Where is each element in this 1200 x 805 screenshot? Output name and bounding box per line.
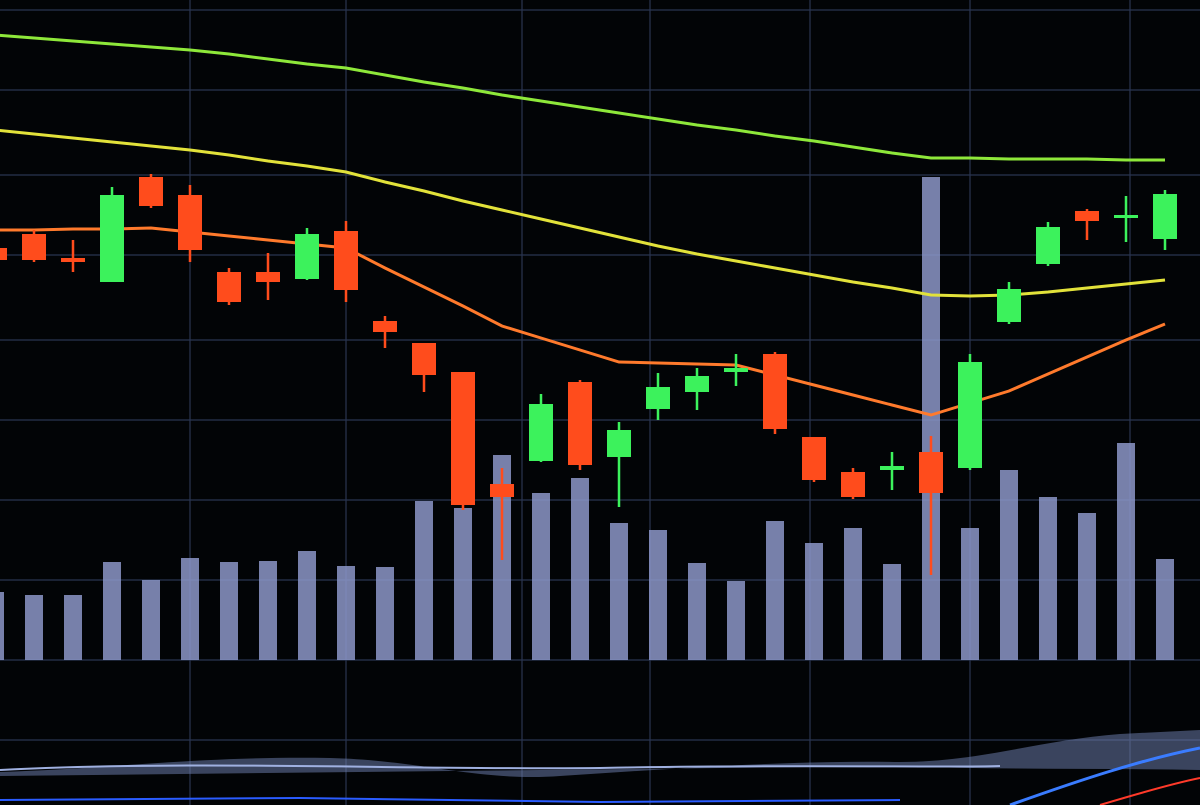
signal-line-2 (1099, 777, 1200, 805)
candle-body (0, 248, 7, 260)
candle-layer (0, 174, 1177, 575)
candle-body (568, 382, 592, 465)
candle-body (997, 289, 1021, 322)
candle-body (373, 321, 397, 332)
candle-body (22, 234, 46, 260)
candle-body (178, 195, 202, 250)
candle-body (139, 177, 163, 206)
volume-bar (25, 595, 43, 660)
volume-bar (961, 528, 979, 660)
volume-bar (298, 551, 316, 660)
signal-line (1009, 746, 1200, 805)
volume-bar (337, 566, 355, 660)
volume-bar (844, 528, 862, 660)
volume-bar (259, 561, 277, 660)
candle-body (1036, 227, 1060, 264)
moving-average (0, 129, 1166, 298)
candle-body (724, 368, 748, 372)
candle-body (607, 430, 631, 457)
volume-bar (883, 564, 901, 660)
candle-body (490, 484, 514, 497)
volume-bar (1117, 443, 1135, 660)
volume-bar (220, 562, 238, 660)
volume-bar (1078, 513, 1096, 660)
candle-body (802, 437, 826, 480)
volume-bar (727, 581, 745, 660)
volume-bar (649, 530, 667, 660)
volume-bar (766, 521, 784, 660)
oscillator-line (0, 764, 1001, 771)
volume-bar (532, 493, 550, 660)
volume-bar (1039, 497, 1057, 660)
candle-body (529, 404, 553, 461)
candle-body (334, 231, 358, 290)
candle-body (256, 272, 280, 282)
volume-bar (64, 595, 82, 660)
volume-bar (805, 543, 823, 660)
volume-bar (610, 523, 628, 660)
volume-bar (571, 478, 589, 660)
candle-body (295, 234, 319, 279)
candle-body (958, 362, 982, 468)
volume-bar (376, 567, 394, 660)
candle-body (1075, 211, 1099, 221)
volume-bar (688, 563, 706, 660)
volume-bar (103, 562, 121, 660)
candle-body (1153, 194, 1177, 239)
lower-line (0, 796, 901, 804)
volume-bar (454, 508, 472, 660)
candle-body (1114, 215, 1138, 218)
candle-body (451, 372, 475, 505)
volume-bar (0, 592, 4, 660)
candle-body (919, 452, 943, 493)
candle-body (685, 376, 709, 392)
candle-body (412, 343, 436, 375)
candle-body (61, 258, 85, 262)
candle-body (646, 387, 670, 409)
candle-body (100, 195, 124, 282)
candle-body (763, 354, 787, 429)
candle-body (841, 472, 865, 497)
volume-bar (922, 177, 940, 660)
volume-bar (142, 580, 160, 660)
volume-bar (415, 501, 433, 660)
candle-body (217, 272, 241, 302)
volume-bar (1000, 470, 1018, 660)
moving-average (0, 33, 1165, 162)
candle-body (880, 466, 904, 470)
volume-bar (181, 558, 199, 660)
volume-bar (1156, 559, 1174, 660)
volume-layer (0, 177, 1174, 660)
